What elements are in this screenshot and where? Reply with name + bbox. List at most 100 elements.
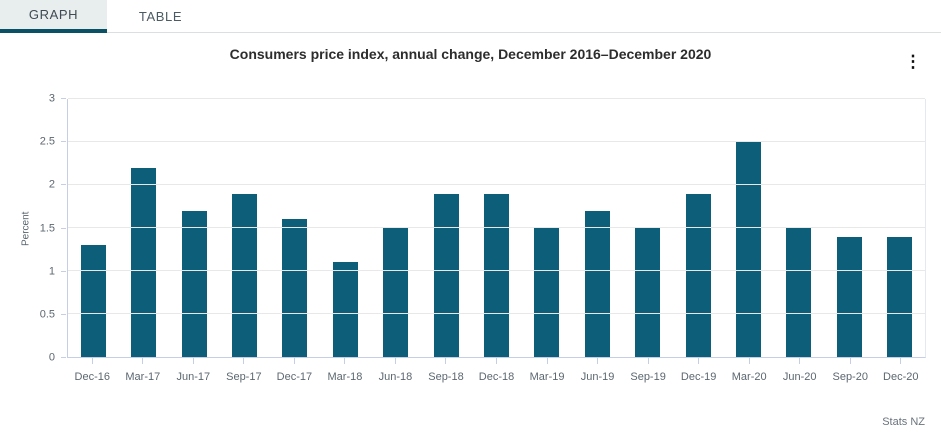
bar-slot xyxy=(824,99,874,357)
bar-Mar-17[interactable] xyxy=(131,167,157,357)
bar-Jun-18[interactable] xyxy=(383,228,409,357)
bar-Sep-19[interactable] xyxy=(635,228,661,357)
bar-slot xyxy=(320,99,370,357)
bar-slot xyxy=(723,99,773,357)
title-row: Consumers price index, annual change, De… xyxy=(0,46,941,64)
x-tick-slot xyxy=(572,358,623,364)
bar-slot xyxy=(774,99,824,357)
y-tick-label: 1 xyxy=(48,265,55,278)
bar-slot xyxy=(572,99,622,357)
bar-slot xyxy=(270,99,320,357)
x-tick-slot xyxy=(724,358,775,364)
x-tick-label: Jun-17 xyxy=(176,371,211,383)
bar-Dec-17[interactable] xyxy=(282,219,308,357)
gridline xyxy=(68,184,925,185)
x-tick-slot xyxy=(118,358,169,364)
y-tick-mark xyxy=(61,141,66,143)
x-tick-mark xyxy=(293,358,295,364)
x-tick-slot xyxy=(774,358,825,364)
x-tick-mark xyxy=(900,358,902,364)
x-tick-mark xyxy=(698,358,700,364)
x-axis-ticks xyxy=(67,358,926,364)
bar-slot xyxy=(68,99,118,357)
gridline xyxy=(68,141,925,142)
x-tick-slot xyxy=(370,358,421,364)
y-tick-label: 2 xyxy=(48,178,55,191)
x-tick-mark xyxy=(243,358,245,364)
x-tick-label: Dec-16 xyxy=(74,371,110,383)
bar-slot xyxy=(522,99,572,357)
tab-bar: GRAPH TABLE xyxy=(0,0,941,33)
bar-Sep-18[interactable] xyxy=(433,193,459,357)
bar-Sep-20[interactable] xyxy=(836,236,862,357)
bar-Jun-17[interactable] xyxy=(181,210,207,357)
x-tick-mark xyxy=(394,358,396,364)
y-tick-mark xyxy=(61,227,66,229)
x-tick-label: Sep-17 xyxy=(226,371,262,383)
x-tick-label: Sep-18 xyxy=(428,371,464,383)
x-tick-slot xyxy=(471,358,522,364)
gridline xyxy=(68,313,925,314)
x-tick-label: Dec-17 xyxy=(276,371,313,383)
chart-title: Consumers price index, annual change, De… xyxy=(229,46,712,62)
x-tick-mark xyxy=(597,358,599,364)
bar-Sep-17[interactable] xyxy=(231,193,257,357)
bar-slot xyxy=(673,99,723,357)
y-tick-mark xyxy=(61,98,66,99)
x-tick-label: Jun-20 xyxy=(782,371,817,383)
bar-Jun-19[interactable] xyxy=(584,210,610,357)
bar-Dec-18[interactable] xyxy=(483,193,509,357)
x-tick-label: Sep-20 xyxy=(832,371,868,383)
gridline xyxy=(68,270,925,271)
x-tick-label: Jun-19 xyxy=(580,371,615,383)
bar-Mar-20[interactable] xyxy=(735,142,761,357)
x-axis-labels: Dec-16 Mar-17 Jun-17 Sep-17 Dec-17 Mar-18 Jun-… xyxy=(67,371,926,383)
x-tick-label: Mar-19 xyxy=(529,371,565,383)
tab-table[interactable]: TABLE xyxy=(138,9,183,24)
tab-graph[interactable]: GRAPH xyxy=(0,0,107,33)
bar-slot xyxy=(622,99,672,357)
bar-slot xyxy=(875,99,925,357)
bar-Jun-20[interactable] xyxy=(786,228,812,357)
x-tick-slot xyxy=(168,358,219,364)
y-tick-label: 0.5 xyxy=(39,308,55,321)
x-tick-label: Dec-19 xyxy=(680,371,717,383)
gridline xyxy=(68,98,925,99)
x-tick-label: Mar-20 xyxy=(731,371,767,383)
x-tick-mark xyxy=(799,358,801,364)
y-tick-label: 1.5 xyxy=(39,222,55,234)
x-tick-slot xyxy=(522,358,573,364)
bar-Dec-16[interactable] xyxy=(80,245,106,357)
x-tick-mark xyxy=(496,358,498,364)
bar-Dec-20[interactable] xyxy=(887,236,913,357)
x-tick-slot xyxy=(876,358,927,364)
bar-slot xyxy=(471,99,521,357)
bar-Dec-19[interactable] xyxy=(685,193,711,357)
x-tick-mark xyxy=(142,358,144,364)
x-tick-mark xyxy=(445,358,447,364)
x-tick-slot xyxy=(825,358,876,364)
x-tick-slot xyxy=(67,358,118,364)
bar-slot xyxy=(219,99,269,357)
bar-slot xyxy=(370,99,420,357)
x-tick-label: Jun-18 xyxy=(378,371,413,383)
x-tick-label: Dec-20 xyxy=(883,371,919,383)
x-tick-label: Mar-17 xyxy=(125,371,161,383)
x-tick-label: Mar-18 xyxy=(327,371,363,383)
y-tick-mark xyxy=(61,313,66,315)
bar-Mar-19[interactable] xyxy=(534,228,560,357)
x-tick-mark xyxy=(344,358,346,364)
x-tick-mark xyxy=(849,358,851,364)
gridline xyxy=(68,227,925,228)
plot-area xyxy=(67,98,926,358)
x-tick-label: Dec-18 xyxy=(478,371,515,383)
kebab-menu-icon[interactable]: ⋮ xyxy=(904,52,922,71)
y-tick-label: 2.5 xyxy=(39,135,55,148)
bar-Mar-18[interactable] xyxy=(332,262,358,357)
y-tick-mark xyxy=(61,357,66,358)
x-tick-mark xyxy=(546,358,548,364)
x-tick-slot xyxy=(269,358,320,364)
x-tick-label: Sep-19 xyxy=(630,371,666,383)
bars-container xyxy=(68,99,925,357)
